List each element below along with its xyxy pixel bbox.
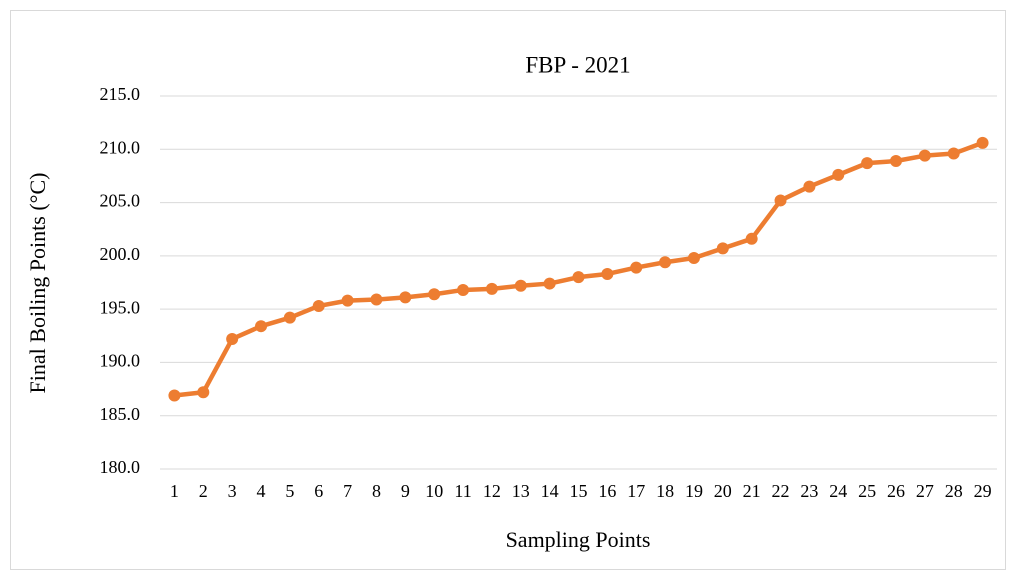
point bbox=[514, 279, 527, 292]
y-axis-label: Final Boiling Points (°C) bbox=[25, 173, 50, 394]
x-tick-label: 29 bbox=[974, 481, 992, 501]
x-tick-label: 3 bbox=[228, 481, 237, 501]
y-tick-label: 180.0 bbox=[100, 457, 141, 477]
x-tick-label: 2 bbox=[199, 481, 208, 501]
x-tick-label: 1 bbox=[170, 481, 179, 501]
point bbox=[370, 293, 383, 306]
x-tick-label: 13 bbox=[512, 481, 530, 501]
y-tick-label: 205.0 bbox=[100, 191, 141, 211]
point bbox=[745, 232, 758, 245]
point bbox=[485, 282, 498, 295]
point bbox=[168, 389, 181, 402]
x-tick-label: 14 bbox=[541, 481, 559, 501]
x-tick-label: 20 bbox=[714, 481, 732, 501]
x-tick-label: 15 bbox=[570, 481, 588, 501]
y-tick-label: 200.0 bbox=[100, 244, 141, 264]
x-tick-label: 21 bbox=[743, 481, 761, 501]
chart-border bbox=[10, 10, 1006, 570]
point bbox=[630, 261, 643, 274]
x-tick-label: 8 bbox=[372, 481, 381, 501]
point bbox=[659, 256, 672, 269]
point bbox=[428, 288, 441, 301]
x-tick-label: 16 bbox=[598, 481, 616, 501]
y-tick-label: 215.0 bbox=[100, 84, 141, 104]
y-tick-label: 210.0 bbox=[100, 137, 141, 157]
point bbox=[947, 147, 960, 160]
point bbox=[861, 157, 874, 170]
point bbox=[341, 294, 354, 307]
point bbox=[283, 311, 296, 324]
x-tick-label: 18 bbox=[656, 481, 674, 501]
y-tick-label: 190.0 bbox=[100, 351, 141, 371]
chart-title: FBP - 2021 bbox=[525, 52, 630, 77]
x-tick-label: 27 bbox=[916, 481, 934, 501]
x-tick-label: 6 bbox=[314, 481, 323, 501]
point bbox=[832, 168, 845, 181]
x-tick-label: 4 bbox=[257, 481, 266, 501]
point bbox=[716, 242, 729, 255]
point bbox=[312, 299, 325, 312]
point bbox=[976, 136, 989, 149]
point bbox=[399, 291, 412, 304]
y-tick-label: 185.0 bbox=[100, 404, 141, 424]
x-tick-label: 10 bbox=[425, 481, 443, 501]
point bbox=[774, 194, 787, 207]
x-tick-label: 12 bbox=[483, 481, 501, 501]
x-tick-label: 26 bbox=[887, 481, 905, 501]
point bbox=[889, 155, 902, 168]
point bbox=[197, 386, 210, 399]
point bbox=[687, 251, 700, 264]
point bbox=[457, 283, 470, 296]
x-tick-label: 25 bbox=[858, 481, 876, 501]
point bbox=[543, 277, 556, 290]
x-tick-label: 17 bbox=[627, 481, 645, 501]
y-tick-label: 195.0 bbox=[100, 297, 141, 317]
x-tick-label: 5 bbox=[285, 481, 294, 501]
point bbox=[601, 267, 614, 280]
x-tick-label: 23 bbox=[800, 481, 818, 501]
point bbox=[803, 180, 816, 193]
x-axis-label: Sampling Points bbox=[506, 527, 651, 552]
x-tick-label: 11 bbox=[454, 481, 471, 501]
x-tick-label: 9 bbox=[401, 481, 410, 501]
x-tick-label: 22 bbox=[772, 481, 790, 501]
x-tick-label: 19 bbox=[685, 481, 703, 501]
x-tick-label: 24 bbox=[829, 481, 847, 501]
point bbox=[226, 332, 239, 345]
point bbox=[572, 271, 585, 284]
point bbox=[918, 149, 931, 162]
x-tick-label: 7 bbox=[343, 481, 352, 501]
x-tick-label: 28 bbox=[945, 481, 963, 501]
point bbox=[255, 320, 268, 333]
